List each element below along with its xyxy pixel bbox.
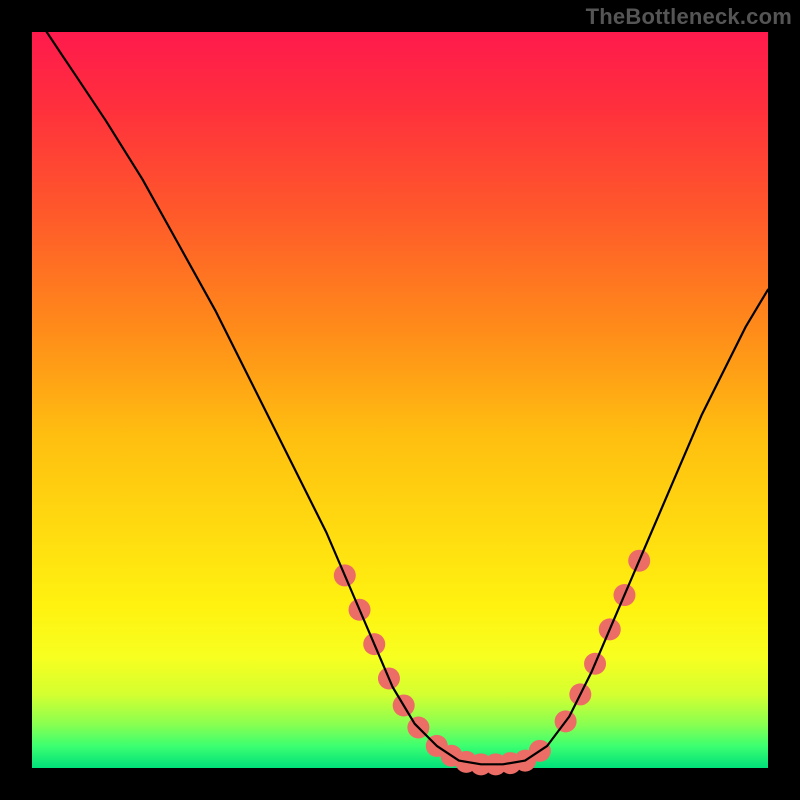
gradient-background bbox=[32, 32, 768, 768]
chart-svg bbox=[0, 0, 800, 800]
stage: TheBottleneck.com bbox=[0, 0, 800, 800]
